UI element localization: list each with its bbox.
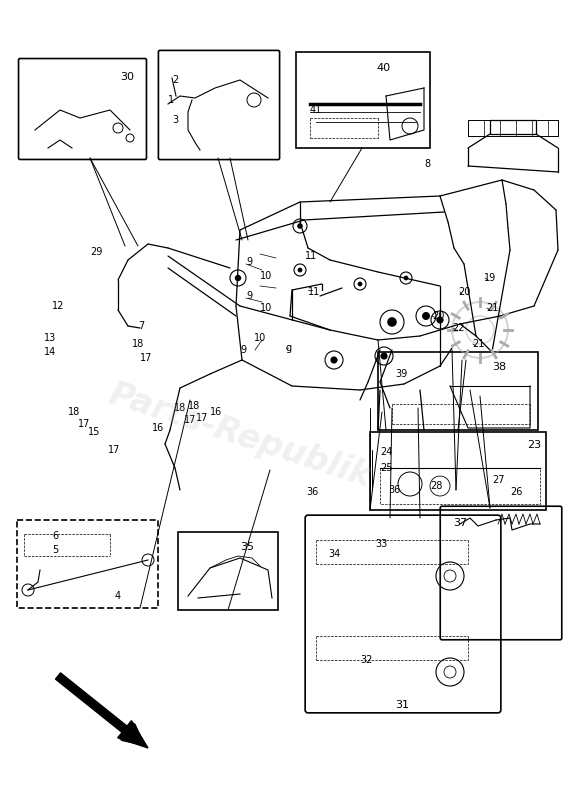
Text: 17: 17 bbox=[140, 353, 153, 363]
Text: 21: 21 bbox=[472, 339, 484, 349]
Text: 17: 17 bbox=[184, 415, 197, 425]
Text: 18: 18 bbox=[188, 401, 200, 411]
Text: 33: 33 bbox=[375, 539, 387, 549]
Text: 18: 18 bbox=[68, 407, 80, 417]
Text: 12: 12 bbox=[52, 301, 64, 311]
Text: 10: 10 bbox=[254, 333, 266, 343]
Circle shape bbox=[297, 223, 303, 229]
Polygon shape bbox=[55, 673, 148, 748]
Circle shape bbox=[436, 316, 443, 323]
Text: 35: 35 bbox=[240, 542, 254, 552]
Circle shape bbox=[235, 274, 241, 282]
Text: 39: 39 bbox=[395, 369, 407, 379]
Text: 7: 7 bbox=[138, 321, 144, 331]
Text: 6: 6 bbox=[52, 531, 58, 541]
Bar bbox=[17, 520, 158, 608]
Text: 40: 40 bbox=[376, 63, 390, 73]
Text: 41: 41 bbox=[310, 105, 323, 115]
Text: g: g bbox=[286, 343, 292, 353]
Circle shape bbox=[422, 312, 430, 320]
Text: 27: 27 bbox=[492, 475, 505, 485]
Text: 8: 8 bbox=[424, 159, 430, 169]
Text: 37: 37 bbox=[453, 518, 467, 528]
Text: 15: 15 bbox=[88, 427, 101, 437]
Text: 18: 18 bbox=[174, 403, 186, 413]
Text: 9: 9 bbox=[246, 291, 252, 301]
Text: 38: 38 bbox=[492, 362, 506, 372]
Text: 34: 34 bbox=[328, 549, 340, 559]
Text: 31: 31 bbox=[395, 700, 409, 710]
Text: 11: 11 bbox=[305, 251, 317, 261]
Text: 24: 24 bbox=[380, 447, 392, 457]
Text: 17: 17 bbox=[196, 413, 209, 423]
Text: 22: 22 bbox=[452, 323, 465, 333]
Text: 28: 28 bbox=[430, 481, 442, 491]
Text: 4: 4 bbox=[115, 591, 121, 601]
Text: 18: 18 bbox=[132, 339, 144, 349]
Circle shape bbox=[358, 282, 362, 286]
Bar bbox=[370, 432, 546, 510]
Text: 1: 1 bbox=[168, 95, 174, 105]
Text: 20: 20 bbox=[458, 287, 470, 297]
Text: Parts-Republik: Parts-Republik bbox=[104, 378, 376, 494]
Text: 36: 36 bbox=[388, 485, 400, 495]
Text: 32: 32 bbox=[360, 655, 372, 665]
Text: 21: 21 bbox=[486, 303, 498, 313]
Circle shape bbox=[331, 357, 338, 363]
Text: 10: 10 bbox=[260, 303, 272, 313]
Text: 19: 19 bbox=[484, 273, 497, 283]
Text: 10: 10 bbox=[260, 271, 272, 281]
Text: 14: 14 bbox=[44, 347, 56, 357]
Text: 23: 23 bbox=[527, 440, 541, 450]
Text: 26: 26 bbox=[510, 487, 523, 497]
Text: 20: 20 bbox=[432, 311, 444, 321]
Text: 16: 16 bbox=[210, 407, 223, 417]
Circle shape bbox=[380, 352, 388, 360]
Circle shape bbox=[403, 275, 409, 281]
Text: 5: 5 bbox=[52, 545, 58, 555]
Text: 36: 36 bbox=[306, 487, 318, 497]
Text: 2: 2 bbox=[172, 75, 178, 85]
Text: 25: 25 bbox=[380, 463, 392, 473]
Circle shape bbox=[387, 317, 397, 326]
Text: 17: 17 bbox=[108, 445, 120, 455]
Text: 30: 30 bbox=[120, 72, 134, 82]
Text: 9: 9 bbox=[240, 345, 246, 355]
Text: 3: 3 bbox=[172, 115, 178, 125]
Circle shape bbox=[298, 267, 302, 272]
Text: 13: 13 bbox=[44, 333, 56, 343]
Bar bbox=[178, 532, 278, 610]
Text: 17: 17 bbox=[78, 419, 90, 429]
Text: 29: 29 bbox=[90, 247, 102, 257]
Text: 16: 16 bbox=[152, 423, 164, 433]
Bar bbox=[378, 352, 538, 430]
Bar bbox=[296, 52, 430, 148]
Text: 9: 9 bbox=[246, 257, 252, 267]
Text: 11: 11 bbox=[308, 287, 320, 297]
